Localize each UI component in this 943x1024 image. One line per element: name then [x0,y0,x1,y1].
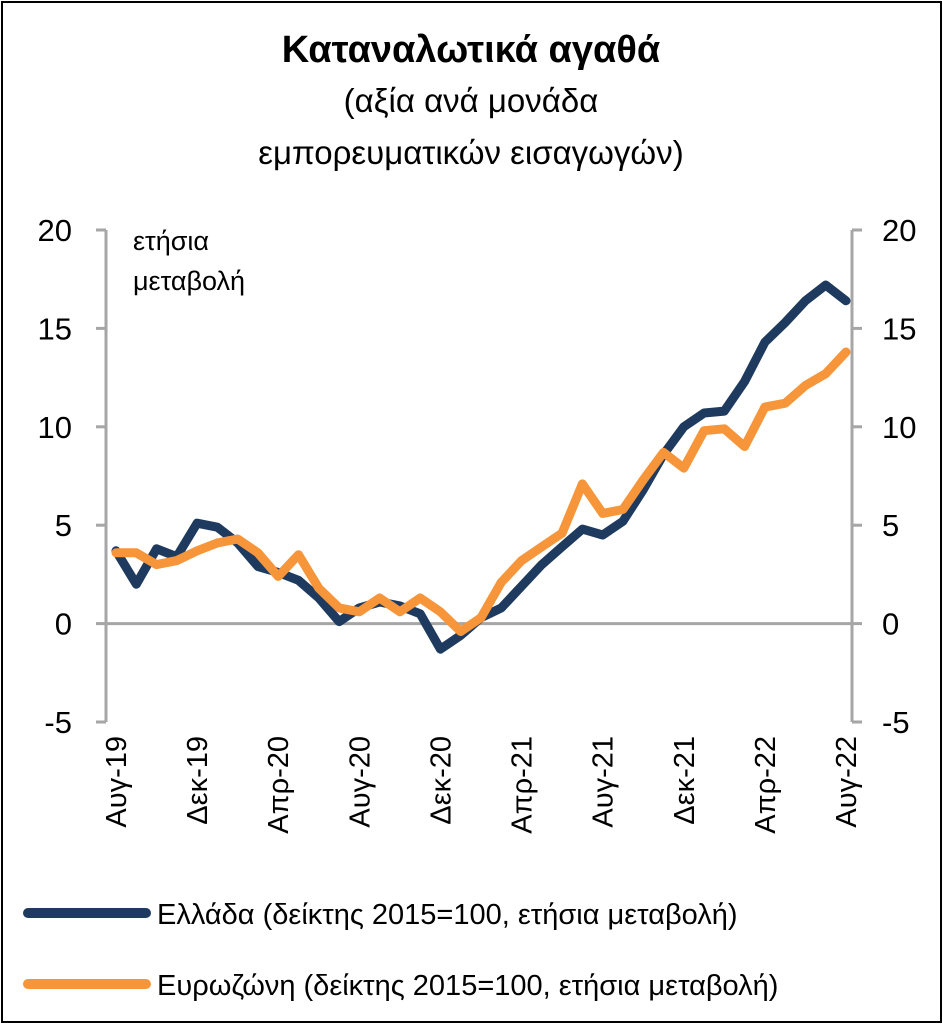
y-right-tick-label: 0 [882,607,899,642]
legend-label-greece: Ελλάδα (δείκτης 2015=100, ετήσια μεταβολ… [157,899,738,931]
y-left-tick-label: 20 [38,213,72,248]
y-axis-right-ticks: -5 0 5 10 15 20 [852,213,916,740]
y-left-tick-label: 0 [55,607,72,642]
y-annotation-line-2: μεταβολή [133,266,245,296]
x-tick-label: Δεκ-20 [425,736,457,825]
series-line-greece [111,280,851,654]
x-tick-label: Αυγ-21 [588,736,620,828]
x-axis-ticks: Αυγ-19 Δεκ-19 Απρ-20 Αυγ-20 Δεκ-20 Απρ-21 Αυγ-… [101,736,863,834]
chart-title: Καταναλωτικά αγαθά [282,29,661,71]
y-left-tick-label: -5 [44,705,72,740]
x-tick-label: Απρ-22 [750,736,782,834]
x-tick-label: Δεκ-21 [669,736,701,825]
y-axis-left-ticks: -5 0 5 10 15 20 [38,213,106,740]
x-tick-label: Αυγ-19 [101,736,133,828]
y-right-tick-label: 15 [882,311,916,346]
series-lines [111,280,851,654]
y-right-tick-label: 5 [882,508,899,543]
x-tick-label: Απρ-20 [263,736,295,834]
chart-subtitle-line-1: (αξία ανά μονάδα [344,82,599,119]
x-tick-label: Αυγ-20 [344,736,376,828]
chart-subtitle-line-2: εμπορευματικών εισαγωγών) [258,134,683,171]
y-right-tick-label: 20 [882,213,916,248]
y-left-tick-label: 10 [38,410,72,445]
x-tick-label: Απρ-21 [507,736,539,834]
y-right-tick-label: 10 [882,410,916,445]
y-right-tick-label: -5 [882,705,910,740]
y-annotation-line-1: ετήσια [133,226,209,256]
y-left-tick-label: 15 [38,311,72,346]
x-tick-label: Δεκ-19 [182,736,214,825]
x-tick-label: Αυγ-22 [831,736,863,828]
series-line-eurozone [111,347,851,636]
legend-label-eurozone: Ευρωζώνη (δείκτης 2015=100, ετήσια μεταβ… [157,970,778,1002]
y-left-tick-label: 5 [55,508,72,543]
